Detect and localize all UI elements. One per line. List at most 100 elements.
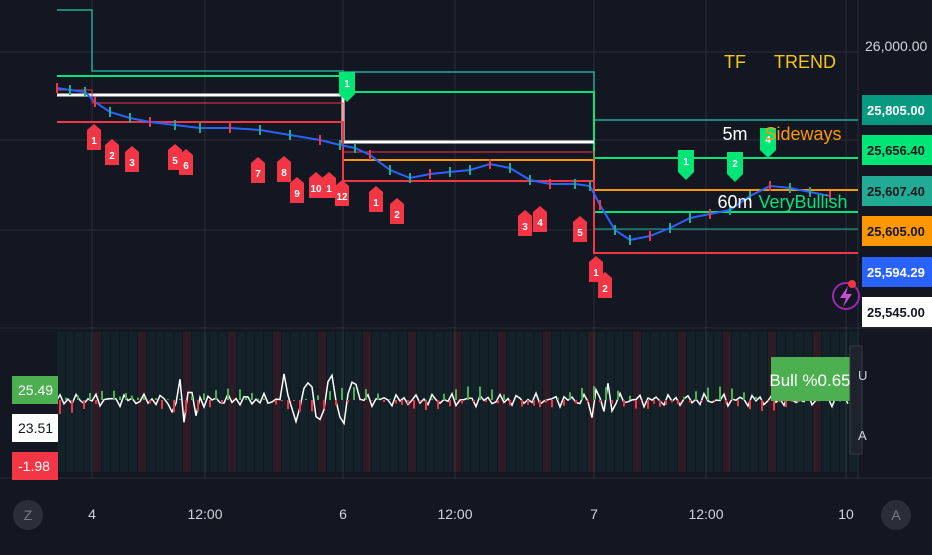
lightning-icon[interactable] <box>832 280 860 310</box>
price-badge-bg-3 <box>862 216 932 246</box>
buy-signal-0: 1 <box>339 72 355 102</box>
price-axis: 26,000.00 <box>865 38 927 54</box>
osc-stripe <box>372 332 380 472</box>
osc-stripe <box>813 332 821 472</box>
buy-signal-3: 4 <box>760 128 776 158</box>
level-lines <box>57 9 858 254</box>
sell-signal-8: 10 <box>309 172 323 198</box>
sell-signal-shape-8 <box>309 172 323 198</box>
price-badge-0: 25,805.00 <box>862 95 932 125</box>
osc-badge-1: 23.51 <box>12 414 58 442</box>
buy-signal-label-3: 4 <box>765 135 771 146</box>
osc-stripe <box>165 332 173 472</box>
osc-stripe <box>282 332 290 472</box>
osc-badge-bg-0 <box>12 376 58 404</box>
sell-signal-14: 4 <box>533 206 547 232</box>
osc-badge-text-1: 23.51 <box>18 420 53 436</box>
price-badge-bg-5 <box>862 297 932 327</box>
a-button-label: A <box>891 507 901 523</box>
sell-signal-10: 12 <box>335 180 349 206</box>
price-badge-bg-1 <box>862 135 932 165</box>
osc-stripe <box>804 332 812 472</box>
sell-signal-6: 8 <box>277 156 291 182</box>
osc-stripe <box>552 332 560 472</box>
osc-stripe <box>318 332 326 472</box>
price-badge-3: 25,605.00 <box>862 216 932 246</box>
osc-stripe <box>291 332 299 472</box>
osc-stripe <box>786 332 794 472</box>
bull-label-text: Bull %0.65 <box>769 371 850 390</box>
price-axis-label-26000: 26,000.00 <box>865 38 927 54</box>
z-button-label: Z <box>24 507 33 523</box>
buy-signal-shape-1 <box>678 150 694 180</box>
sell-signal-label-14: 4 <box>537 218 543 229</box>
osc-stripe <box>498 332 506 472</box>
osc-stripe <box>579 332 587 472</box>
sell-signal-shape-4 <box>179 149 193 175</box>
z-button[interactable]: Z <box>13 500 43 530</box>
buy-signal-1: 1 <box>678 150 694 180</box>
sell-signal-shape-11 <box>369 186 383 212</box>
price-badge-2: 25,607.40 <box>862 176 932 206</box>
time-axis-label-0: 4 <box>88 506 96 522</box>
sell-signal-9: 1 <box>322 172 336 198</box>
osc-badge-bg-1 <box>12 414 58 442</box>
osc-stripe <box>381 332 389 472</box>
sell-signal-label-4: 6 <box>183 161 189 172</box>
sell-signal-15: 5 <box>573 216 587 242</box>
sell-signal-shape-14 <box>533 206 547 232</box>
sell-signal-16: 1 <box>589 256 603 282</box>
price-badge-text-3: 25,605.00 <box>867 224 925 239</box>
buy-signal-shape-0 <box>339 72 355 102</box>
sell-signal-label-0: 1 <box>91 136 97 147</box>
sell-signal-label-6: 8 <box>281 168 287 179</box>
buy-signal-label-2: 2 <box>732 159 738 170</box>
osc-badge-2: -1.98 <box>12 452 58 480</box>
oscillator-line <box>56 373 849 426</box>
sell-signal-shape-2 <box>125 146 139 172</box>
osc-stripe <box>300 332 308 472</box>
price-badge-text-4: 25,594.29 <box>867 265 925 280</box>
osc-stripe <box>840 332 848 472</box>
a-button[interactable]: A <box>881 500 911 530</box>
sell-signal-shape-5 <box>251 157 265 183</box>
price-badge-bg-0 <box>862 95 932 125</box>
osc-badge-text-0: 25.49 <box>18 382 53 398</box>
sell-signal-11: 1 <box>369 186 383 212</box>
price-badge-bg-2 <box>862 176 932 206</box>
sell-signal-shape-16 <box>589 256 603 282</box>
sell-signal-3: 5 <box>168 144 182 170</box>
sell-signal-0: 1 <box>87 124 101 150</box>
osc-stripe <box>246 332 254 472</box>
osc-stripe <box>192 332 200 472</box>
oscillator-badges: 25.49 23.51 -1.98 <box>12 376 58 480</box>
price-badge-1: 25,656.40 <box>862 135 932 165</box>
trend-table-trend-header: TREND <box>774 52 836 72</box>
sell-signal-4: 6 <box>179 149 193 175</box>
buy-signal-2: 2 <box>727 152 743 182</box>
osc-stripe <box>75 332 83 472</box>
osc-stripe <box>138 332 146 472</box>
osc-badge-0: 25.49 <box>12 376 58 404</box>
sell-signal-shape-7 <box>290 177 304 203</box>
sell-signal-label-3: 5 <box>172 156 178 167</box>
price-badge-text-5: 25,545.00 <box>867 305 925 320</box>
sell-signal-label-9: 1 <box>326 184 332 195</box>
price-badge-text-1: 25,656.40 <box>867 143 925 158</box>
sell-signal-label-2: 3 <box>129 158 135 169</box>
price-badges: 25,805.00 25,656.40 25,607.40 25,605.00 25,5… <box>862 95 932 327</box>
sell-signal-5: 7 <box>251 157 265 183</box>
side-label-1: U <box>858 368 867 383</box>
time-axis-label-5: 12:00 <box>688 506 723 522</box>
oscillator-side-panel: U A <box>849 345 867 455</box>
osc-stripe <box>660 332 668 472</box>
osc-stripe <box>426 332 434 472</box>
time-axis-label-1: 12:00 <box>187 506 222 522</box>
osc-stripe <box>174 332 182 472</box>
osc-stripe <box>408 332 416 472</box>
sell-signal-shape-15 <box>573 216 587 242</box>
osc-stripe <box>795 332 803 472</box>
